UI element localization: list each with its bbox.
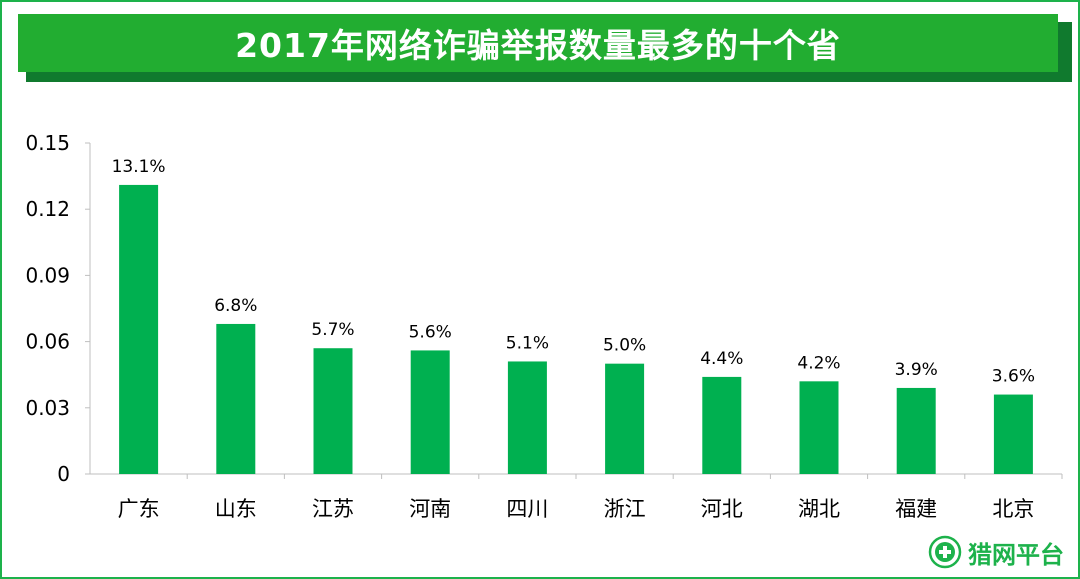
data-label: 6.8% [214,296,257,316]
bar [507,361,547,474]
bar [119,184,159,474]
data-label: 5.1% [506,333,549,353]
logo-text: 猎网平台 [968,540,1064,569]
bar [896,387,936,474]
chart-title: 2017年网络诈骗举报数量最多的十个省 [235,26,841,65]
x-tick-label: 四川 [506,497,548,521]
x-tick-label: 浙江 [604,497,646,521]
data-label: 4.2% [797,353,840,373]
data-label: 3.6% [992,367,1035,387]
bar [216,323,256,474]
data-label: 5.7% [311,320,354,340]
x-tick-label: 河南 [409,497,451,521]
bar [605,363,645,474]
y-tick-label: 0.15 [25,131,70,155]
x-tick-label: 山东 [215,497,257,521]
data-label: 5.0% [603,336,646,356]
bar [799,381,839,474]
bar [702,376,742,474]
title-bar: 2017年网络诈骗举报数量最多的十个省 [18,14,1058,72]
x-tick-label: 湖北 [798,497,840,521]
data-label: 4.4% [700,349,743,369]
logo: 猎网平台 [928,534,1064,570]
bar [993,394,1033,474]
data-label: 5.6% [409,322,452,342]
x-tick-label: 河北 [701,497,743,521]
data-label: 13.1% [112,157,166,177]
y-tick-label: 0.12 [25,197,70,221]
x-tick-label: 广东 [118,497,160,521]
y-tick-label: 0 [57,462,70,486]
bar [313,348,353,474]
x-tick-label: 北京 [992,497,1034,521]
y-tick-label: 0.03 [25,396,70,420]
y-tick-label: 0.06 [25,330,70,354]
x-tick-label: 江苏 [312,497,354,521]
shield-plus-icon [928,535,962,569]
x-tick-label: 福建 [895,497,937,521]
y-tick-label: 0.09 [25,263,70,287]
bar [410,350,450,474]
data-label: 3.9% [895,360,938,380]
